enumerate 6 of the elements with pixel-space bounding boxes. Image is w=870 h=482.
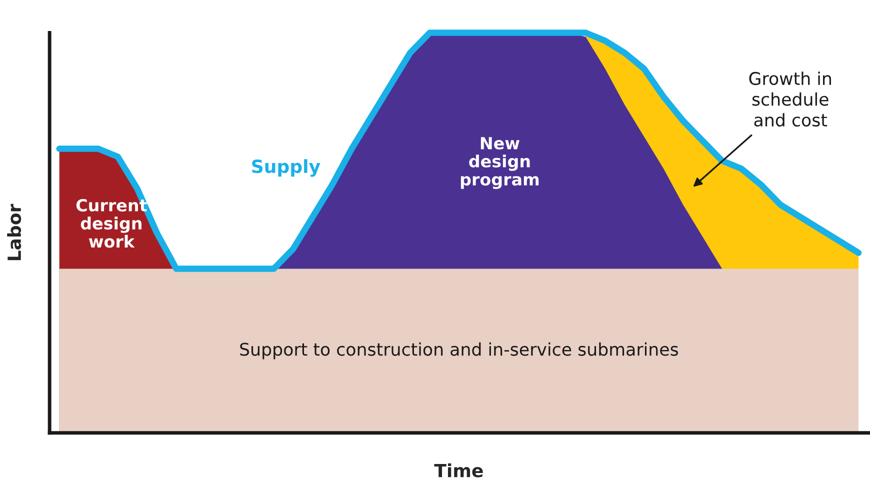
- y-axis-title: Labor: [7, 204, 22, 260]
- x-axis-title: Time: [434, 463, 483, 478]
- series-label: Support to construction and in-service submarines: [240, 342, 678, 360]
- series-label: New design program: [460, 137, 539, 190]
- series-label: Supply: [252, 159, 320, 177]
- text: Growth in schedule and cost: [749, 72, 831, 127]
